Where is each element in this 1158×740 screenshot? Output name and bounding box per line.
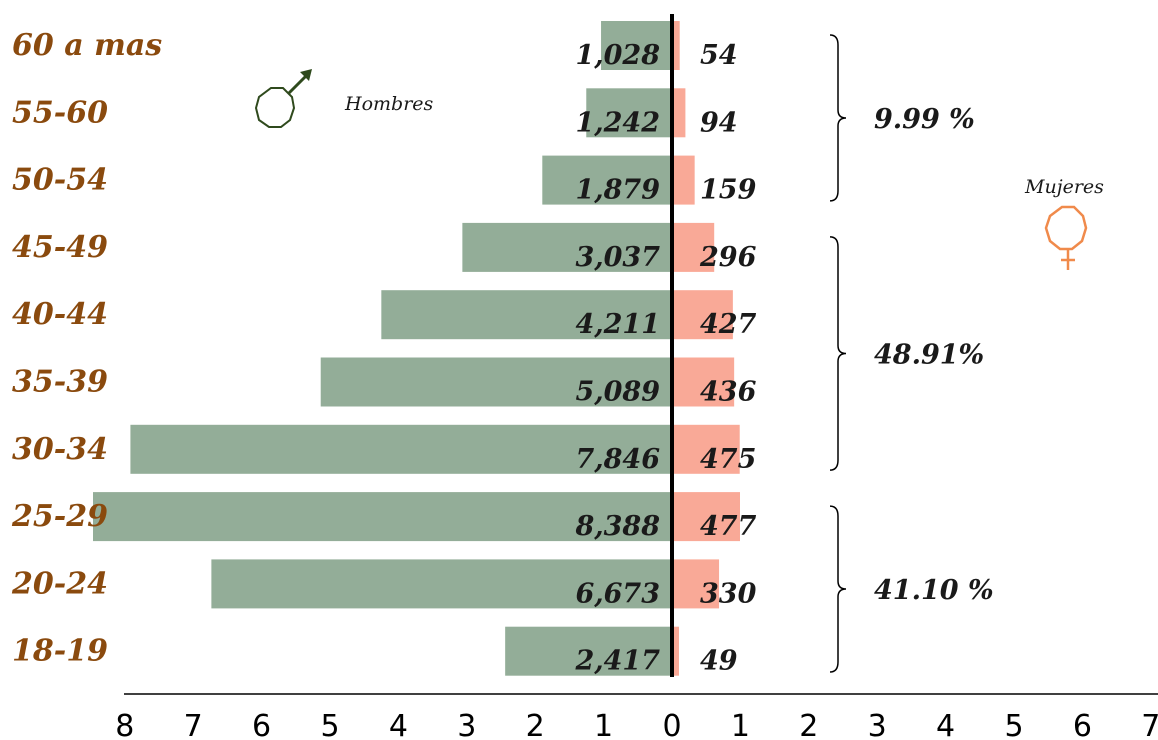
male-bars xyxy=(93,21,673,676)
female-value-label: 54 xyxy=(700,40,738,71)
x-tick-label: 4 xyxy=(389,709,408,740)
female-value-label: 475 xyxy=(700,444,756,475)
female-bar xyxy=(672,626,679,676)
female-bar xyxy=(672,559,720,609)
age-group-label: 40-44 xyxy=(12,297,108,332)
female-value-label: 427 xyxy=(700,309,757,340)
male-value-label: 1,242 xyxy=(575,107,660,138)
group-percentage-label: 48.91% xyxy=(874,340,984,371)
group-percentage-label: 9.99 % xyxy=(874,104,975,135)
male-bar xyxy=(586,88,672,138)
x-tick-label: 7 xyxy=(1141,709,1158,740)
female-bar xyxy=(672,155,695,205)
group-brackets: 9.99 % 48.91% 41.10 % xyxy=(829,34,994,673)
male-bar xyxy=(505,626,672,676)
x-tick-label: 1 xyxy=(731,709,750,740)
female-legend-label: Mujeres xyxy=(1024,176,1104,198)
x-tick-label: 5 xyxy=(1004,709,1023,740)
male-value-label: 3,037 xyxy=(575,242,660,273)
x-tick-label: 7 xyxy=(184,709,203,740)
male-value-label: 8,388 xyxy=(574,511,660,542)
female-bars xyxy=(672,21,740,676)
male-bar xyxy=(462,222,672,272)
male-value-label: 6,673 xyxy=(575,578,660,609)
group-percentage-label: 41.10 % xyxy=(874,575,994,606)
male-bar xyxy=(601,21,672,70)
male-value-label: 1,028 xyxy=(575,40,660,71)
male-value-label: 2,417 xyxy=(574,646,660,677)
group-bracket xyxy=(829,236,847,471)
age-group-label: 60 a mas xyxy=(12,28,162,63)
age-group-label: 50-54 xyxy=(12,163,108,198)
x-tick-label: 6 xyxy=(252,709,271,740)
female-bar xyxy=(672,424,740,474)
group-bracket xyxy=(829,34,847,202)
female-bar xyxy=(672,222,715,272)
female-bar xyxy=(672,88,686,138)
male-value-label: 4,211 xyxy=(575,309,660,340)
x-tick-label: 6 xyxy=(1073,709,1092,740)
female-value-label: 477 xyxy=(700,511,757,542)
male-bar xyxy=(542,155,672,205)
x-tick-label: 3 xyxy=(457,709,476,740)
value-labels: 1,028 54 1,242 94 1,879 159 3,037 296 4,211 427 5,… xyxy=(574,40,756,677)
male-bar xyxy=(320,357,672,407)
female-value-label: 49 xyxy=(700,646,738,677)
age-group-label: 45-49 xyxy=(12,230,108,265)
male-symbol-icon xyxy=(254,69,312,128)
female-value-label: 296 xyxy=(699,242,757,273)
male-bar xyxy=(211,559,672,609)
x-tick-label: 2 xyxy=(799,709,818,740)
age-group-label: 35-39 xyxy=(12,365,108,400)
x-tick-label: 2 xyxy=(526,709,545,740)
x-tick-labels: 8 7 6 5 4 3 2 1 0 1 2 3 4 5 6 7 xyxy=(115,709,1158,740)
female-value-label: 436 xyxy=(700,377,757,408)
group-bracket xyxy=(829,505,847,673)
male-legend-label: Hombres xyxy=(344,93,434,115)
age-group-label: 25-29 xyxy=(11,499,108,534)
x-tick-label: 0 xyxy=(662,709,681,740)
age-group-label: 18-19 xyxy=(12,634,108,669)
x-tick-label: 4 xyxy=(936,709,955,740)
x-tick-label: 5 xyxy=(320,709,339,740)
female-bar xyxy=(672,357,735,407)
x-tick-label: 1 xyxy=(594,709,613,740)
female-symbol-icon xyxy=(1044,205,1088,270)
male-value-label: 5,089 xyxy=(575,377,660,408)
male-bar xyxy=(381,290,672,340)
x-tick-label: 3 xyxy=(868,709,887,740)
female-value-label: 330 xyxy=(700,578,757,609)
male-value-label: 1,879 xyxy=(575,175,660,206)
female-value-label: 159 xyxy=(700,175,757,206)
female-value-label: 94 xyxy=(700,107,738,138)
age-labels: 60 a mas 55-60 50-54 45-49 40-44 35-39 30-34 25… xyxy=(11,28,162,669)
x-tick-label: 8 xyxy=(115,709,134,740)
female-bar xyxy=(672,21,680,70)
male-bar xyxy=(130,424,673,474)
female-bar xyxy=(672,290,733,340)
age-group-label: 30-34 xyxy=(12,432,108,467)
age-group-label: 20-24 xyxy=(11,566,108,601)
female-bar xyxy=(672,492,740,542)
male-bar xyxy=(93,492,672,542)
male-value-label: 7,846 xyxy=(575,444,660,475)
age-group-label: 55-60 xyxy=(12,95,108,130)
